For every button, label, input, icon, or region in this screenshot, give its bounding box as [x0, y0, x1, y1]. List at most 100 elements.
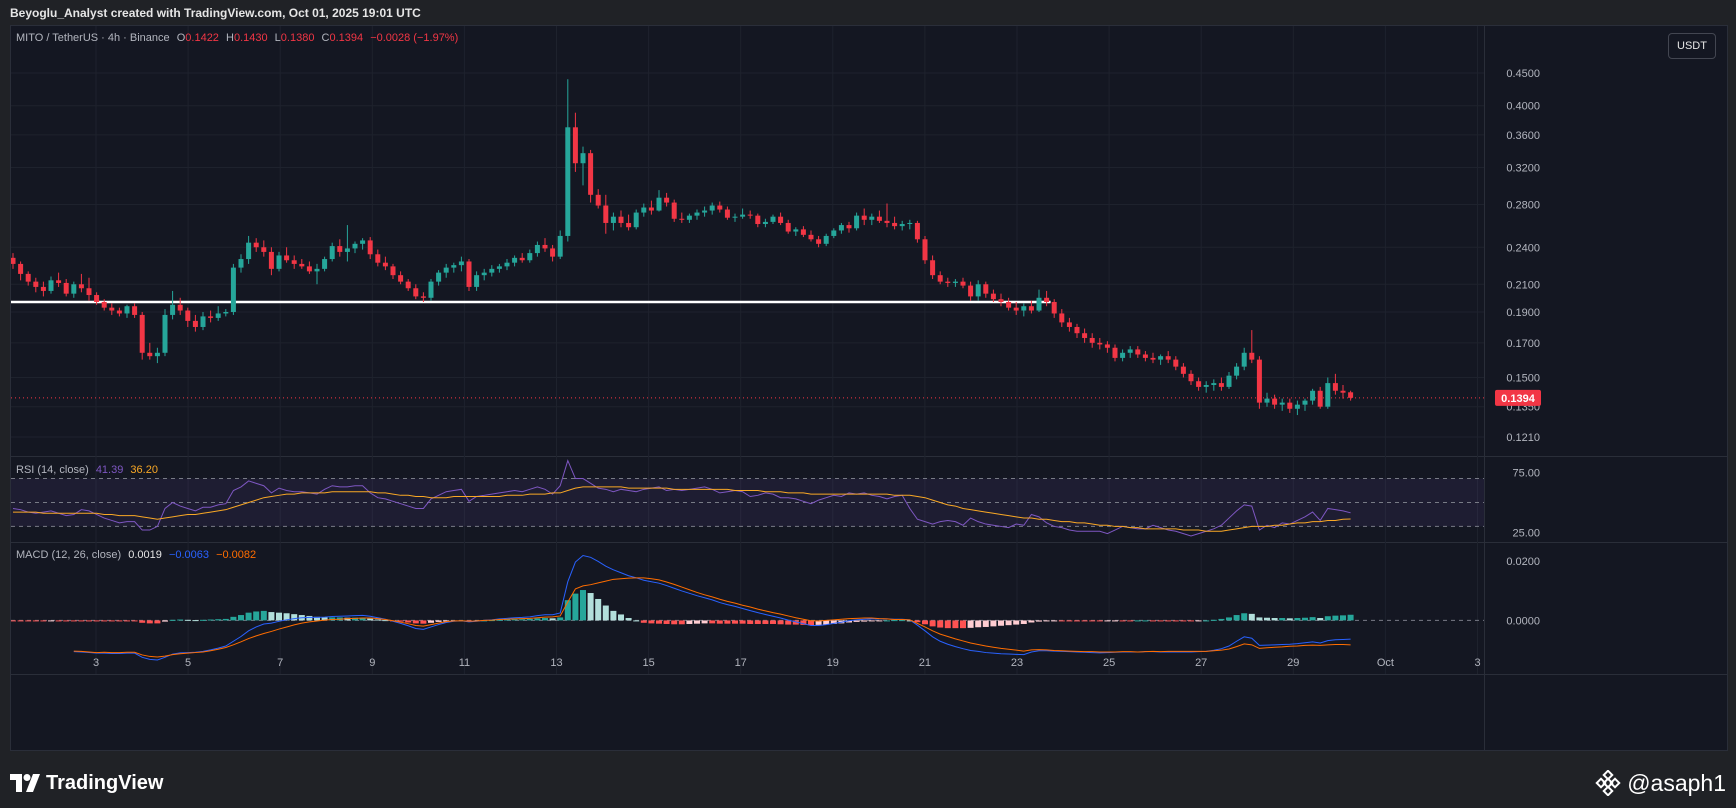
- macd-histogram-bar: [792, 620, 799, 625]
- candle: [124, 306, 130, 314]
- macd-histogram-bar: [815, 620, 822, 625]
- macd-histogram-bar: [70, 620, 77, 622]
- macd-histogram-bar: [1081, 620, 1088, 622]
- macd-histogram-bar: [587, 593, 594, 621]
- macd-histogram-bar: [868, 620, 875, 622]
- macd-histogram-bar: [542, 618, 548, 621]
- chart-canvas[interactable]: 3 5 7 9 11 13 15 17 19 21 23 25 27 29 Oct 3 0.4500 0.4000…: [11, 26, 1727, 750]
- macd-histogram-bar: [846, 620, 852, 623]
- candle: [747, 214, 753, 216]
- macd-histogram-bar: [207, 619, 214, 621]
- macd-histogram-bar: [504, 619, 510, 621]
- candle: [876, 216, 882, 221]
- x-tick-label: 13: [550, 657, 562, 669]
- candle: [922, 239, 928, 261]
- candle: [527, 253, 533, 261]
- candle: [648, 207, 654, 211]
- macd-histogram-bar: [268, 612, 275, 621]
- candle: [831, 230, 837, 236]
- candle: [892, 222, 898, 227]
- macd-histogram-bar: [25, 620, 32, 622]
- macd-histogram-bar: [1172, 620, 1179, 622]
- macd-histogram-bar: [1165, 620, 1172, 622]
- macd-histogram-bar: [230, 616, 237, 621]
- macd-histogram-bar: [86, 620, 92, 622]
- macd-histogram-bar: [192, 620, 199, 622]
- candle: [154, 352, 160, 357]
- macd-histogram-bar: [200, 619, 206, 621]
- candle: [1165, 356, 1171, 360]
- macd-histogram-bar: [830, 620, 837, 624]
- candle: [1256, 359, 1262, 403]
- candle: [253, 242, 259, 248]
- chart-frame[interactable]: 3 5 7 9 11 13 15 17 19 21 23 25 27 29 Oct 3 0.4500 0.4000…: [10, 25, 1728, 751]
- macd-histogram-bar: [405, 620, 412, 623]
- candle: [200, 316, 206, 327]
- candle: [793, 229, 799, 232]
- macd-histogram-bar: [1317, 618, 1324, 621]
- candle: [1332, 383, 1338, 391]
- macd-histogram-bar: [937, 620, 944, 628]
- high-value: 0.1430: [233, 32, 268, 44]
- macd-histogram-bar: [131, 620, 138, 622]
- candle: [1241, 352, 1247, 367]
- candle: [1135, 349, 1141, 355]
- macd-line-value: −0.0063: [168, 549, 210, 561]
- macd-histogram-bar: [1324, 616, 1331, 621]
- candle: [496, 266, 502, 269]
- macd-histogram-bar: [245, 612, 252, 621]
- macd-histogram-bar: [1264, 617, 1270, 621]
- candle: [132, 306, 138, 315]
- candle: [1059, 313, 1065, 323]
- macd-histogram-bar: [1347, 614, 1354, 621]
- candle: [960, 281, 966, 286]
- macd-histogram-bar: [124, 620, 130, 622]
- y-tick-label: 0.2800: [1506, 200, 1540, 212]
- rsi-ma-line: [13, 486, 1351, 532]
- macd-histogram-bar: [352, 617, 358, 621]
- candle: [162, 314, 168, 353]
- candle: [709, 205, 715, 211]
- x-tick-label: 3: [1474, 657, 1480, 669]
- candle: [930, 260, 936, 276]
- candle: [1234, 366, 1240, 376]
- candle: [1082, 333, 1088, 338]
- macd-histogram-bar: [93, 620, 100, 622]
- macd-histogram-bar: [732, 620, 738, 624]
- candle: [451, 265, 457, 268]
- currency-button[interactable]: USDT: [1668, 33, 1716, 59]
- macd-histogram-bar: [1226, 617, 1232, 621]
- macd-histogram-bar: [975, 620, 982, 628]
- tradingview-brand[interactable]: TradingView: [10, 768, 163, 798]
- candle: [626, 222, 632, 228]
- macd-histogram-bar: [1340, 615, 1346, 621]
- macd-histogram-bar: [108, 620, 115, 622]
- macd-histogram-bar: [1127, 620, 1134, 622]
- macd-histogram-bar: [785, 620, 792, 625]
- candle: [550, 248, 556, 257]
- candle: [1188, 373, 1194, 382]
- macd-histogram-bar: [496, 619, 503, 621]
- candle: [800, 229, 806, 235]
- macd-histogram-bar: [777, 620, 784, 625]
- macd-histogram-bar: [610, 610, 617, 621]
- open-value: 0.1422: [185, 32, 219, 44]
- footer-bar: TradingView @asaph1: [0, 758, 1736, 808]
- last-price-badge: [1495, 389, 1541, 406]
- candle: [823, 235, 829, 244]
- y-tick-label: 0.1210: [1506, 432, 1540, 444]
- close-value: 0.1394: [329, 32, 364, 44]
- candle: [656, 197, 662, 211]
- macd-histogram-bar: [595, 598, 602, 621]
- candle: [1051, 301, 1057, 314]
- macd-histogram-bar: [215, 619, 222, 621]
- candle: [1158, 356, 1164, 360]
- y-tick-label: 0.1700: [1506, 338, 1540, 350]
- macd-histogram-bar: [435, 620, 442, 622]
- y-tick-label: 0.4000: [1506, 101, 1540, 113]
- candle: [246, 242, 252, 260]
- macd-histogram-bar: [724, 620, 731, 624]
- macd-histogram-bar: [1051, 620, 1058, 622]
- x-tick-label: 23: [1011, 657, 1023, 669]
- rsi-value: 41.39: [95, 464, 124, 476]
